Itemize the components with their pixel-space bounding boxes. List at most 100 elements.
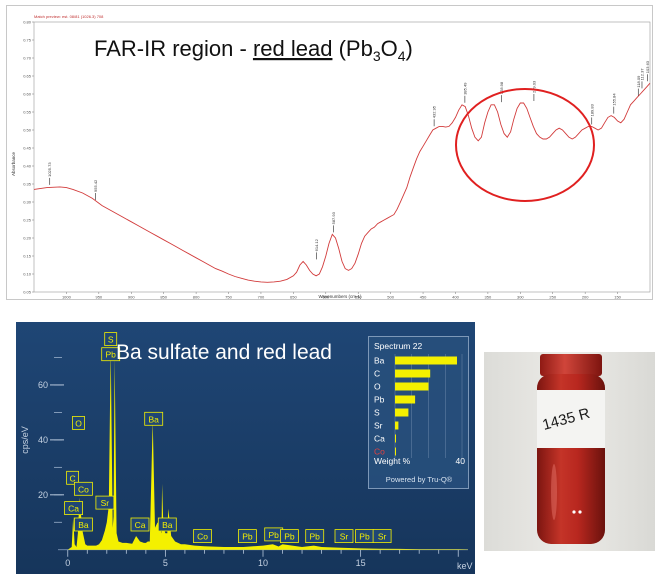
legend-x-label: Weight % <box>374 456 411 466</box>
legend-bar <box>395 447 396 456</box>
peak-label: 587.93 <box>331 211 336 224</box>
legend-element-label: O <box>374 382 381 392</box>
weight-percent-legend: Spectrum 22 Ba C O Pb S Sr Ca Co Weight % 40 Po… <box>368 336 469 489</box>
vial-label <box>537 390 605 448</box>
element-label-box <box>74 517 93 532</box>
ir-x-tick-label: 750 <box>225 295 232 300</box>
eds-y-tick-label: 20 <box>38 490 48 500</box>
legend-element-label: Sr <box>374 421 383 431</box>
formula-subscript: 3 <box>373 48 381 64</box>
ir-y-tick-label: 0.50 <box>23 128 32 133</box>
element-label: Pb <box>268 530 279 540</box>
ir-title-close: ) <box>406 36 413 61</box>
formula-subscript: 4 <box>398 48 406 64</box>
element-label: O <box>75 418 82 428</box>
ir-y-tick-label: 0.35 <box>23 182 32 187</box>
element-label: Sr <box>340 532 349 542</box>
ir-x-tick-label: 450 <box>420 295 427 300</box>
element-label-box <box>101 347 121 362</box>
legend-bar <box>395 408 409 417</box>
legend-element-label: S <box>374 408 380 418</box>
ir-spectrum-chart: Match preview: est. 08/81 (1026.3) 708 F… <box>11 14 651 300</box>
element-label-box <box>64 501 83 516</box>
element-label-box <box>334 529 354 544</box>
vial-illustration: 1435 R <box>484 352 655 551</box>
ir-y-tick-label: 0.45 <box>23 146 32 151</box>
ir-y-tick-label: 0.05 <box>23 290 32 295</box>
eds-x-tick-label: 10 <box>258 558 268 568</box>
peak-label: 1025.73 <box>47 162 52 177</box>
highlight-ellipse <box>455 88 595 202</box>
element-label: S <box>108 335 114 345</box>
element-label: C <box>70 473 76 483</box>
ir-x-tick-label: 700 <box>258 295 265 300</box>
peak-label: 279.03 <box>531 80 536 93</box>
eds-x-tick-label: 15 <box>356 558 366 568</box>
ir-x-tick-label: 150 <box>614 295 621 300</box>
ir-y-tick-label: 0.10 <box>23 272 32 277</box>
element-label-box <box>74 481 93 496</box>
element-label: Pb <box>359 532 370 542</box>
legend-bar <box>395 434 396 443</box>
ir-y-tick-label: 0.15 <box>23 254 32 259</box>
peak-label: 432.95 <box>432 105 437 118</box>
vial-cap <box>540 354 602 376</box>
element-label: Pb <box>242 532 253 542</box>
ir-y-axis-label: Absorbance <box>11 152 16 177</box>
vial-highlight <box>551 464 557 520</box>
element-label: Co <box>197 532 208 542</box>
element-label: Co <box>78 484 89 494</box>
weight-percent-bars: Spectrum 22 Ba CO Pb S Sr Ca Co Weight % 40 Po… <box>374 341 465 484</box>
ir-y-tick-label: 0.60 <box>23 92 32 97</box>
ir-x-tick-label: 600 <box>322 295 329 300</box>
element-label: Pb <box>309 532 320 542</box>
formula-element: O <box>381 36 398 61</box>
element-label: Ba <box>78 520 89 530</box>
eds-y-tick-label: 40 <box>38 435 48 445</box>
ir-x-tick-label: 350 <box>485 295 492 300</box>
ir-title-prefix: FAR-IR region - <box>94 36 253 61</box>
legend-element-label: Pb <box>374 395 385 405</box>
element-label: Ba <box>162 520 173 530</box>
ir-y-tick-label: 0.30 <box>23 200 32 205</box>
element-label-box <box>237 529 257 544</box>
ir-x-tick-label: 250 <box>549 295 556 300</box>
ir-x-tick-label: 850 <box>160 295 167 300</box>
ir-x-tick-label: 1000 <box>62 295 72 300</box>
peak-label: 155.84 <box>611 93 616 106</box>
peak-label: 189.83 <box>589 103 594 116</box>
ir-y-tick-label: 0.75 <box>23 38 32 43</box>
element-label-box <box>305 529 325 544</box>
ir-title-space: ( <box>332 36 346 61</box>
ir-x-tick-label: 500 <box>387 295 394 300</box>
ir-x-tick-label: 800 <box>193 295 200 300</box>
ir-y-tick-label: 0.25 <box>23 218 32 223</box>
ir-chart-title: FAR-IR region - red lead (Pb3O4) <box>94 36 413 64</box>
ir-y-tick-label: 0.55 <box>23 110 32 115</box>
legend-element-label: Ca <box>374 434 385 444</box>
element-label-box <box>157 517 177 532</box>
element-label-box <box>144 411 164 426</box>
element-label: Ca <box>135 520 146 530</box>
peak-label: 614.12 <box>314 238 319 251</box>
ir-header-text: Match preview: est. 08/81 (1026.3) 708 <box>34 14 104 19</box>
ir-x-tick-label: 300 <box>517 295 524 300</box>
ir-y-tick-label: 0.20 <box>23 236 32 241</box>
ir-x-tick-label: 400 <box>452 295 459 300</box>
peak-label: 955.42 <box>93 179 98 192</box>
peak-label: 112.37 <box>640 68 645 81</box>
element-label: Pb <box>105 350 116 360</box>
legend-element-label: C <box>374 369 380 379</box>
ir-x-tick-label: 900 <box>128 295 135 300</box>
ir-y-tick-label: 0.80 <box>23 20 32 25</box>
element-label-box <box>279 529 299 544</box>
eds-chart-title: Ba sulfate and red lead <box>116 341 332 364</box>
element-label-box <box>95 495 115 510</box>
eds-y-axis-label: cps/eV <box>20 426 30 454</box>
legend-bar <box>395 356 457 365</box>
ir-y-tick-label: 0.65 <box>23 74 32 79</box>
element-label-box <box>104 332 118 347</box>
eds-y-tick-label: 60 <box>38 380 48 390</box>
legend-footer: Powered by Tru-Q® <box>386 475 453 484</box>
ir-title-highlight: red lead <box>253 36 333 61</box>
